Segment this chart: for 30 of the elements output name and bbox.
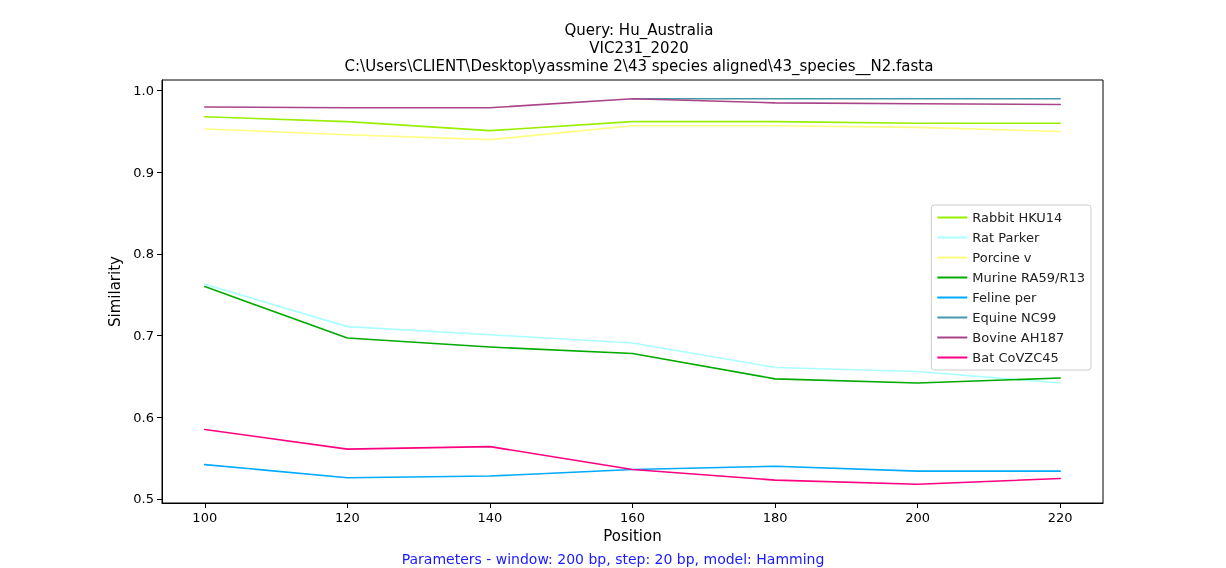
y-tick-label: 1.0	[133, 83, 154, 99]
line-series	[203, 97, 1062, 109]
chart-title: Query: Hu_Australia VIC231_2020 C:\Users\CLIENT\Desktop\yassmine 2\43 species aligned\43_species__N2.fasta	[344, 21, 934, 76]
y-tick-label: 0.8	[133, 246, 154, 262]
x-tick-label: 160	[620, 510, 645, 525]
x-tick-label: 200	[905, 510, 931, 525]
y-tick-label: 0.9	[133, 164, 154, 180]
x-axis-title: Position	[603, 527, 662, 546]
legend-label: Rabbit HKU14	[972, 210, 1063, 225]
legend-label: Bovine AH187	[972, 330, 1065, 345]
x-tick-label: 100	[192, 510, 218, 525]
x-tick-label: 180	[762, 510, 788, 525]
y-tick-label: 0.5	[133, 491, 154, 507]
legend-label: Rat Parker	[972, 230, 1040, 245]
y-tick-label: 0.6	[133, 409, 154, 425]
line-series	[203, 428, 1062, 486]
y-axis-title: Similarity	[105, 255, 124, 327]
x-tick-label: 120	[334, 510, 360, 525]
line-series	[203, 115, 1062, 132]
line-series	[203, 463, 1062, 479]
y-tick-label: 0.7	[133, 328, 154, 344]
legend-label: Porcine v	[972, 250, 1032, 265]
x-tick-label: 220	[1047, 510, 1073, 525]
line-series	[203, 124, 1062, 141]
x-tick-label: 140	[477, 510, 503, 525]
legend-label: Equine NC99	[972, 310, 1057, 325]
text: Parameters - window: 200 bp, step: 20 bp, model: Hamming	[401, 551, 825, 567]
legend-label: Feline per	[972, 290, 1037, 305]
legend-label: Bat CoVZC45	[972, 350, 1059, 365]
legend-label: Murine RA59/R13	[972, 270, 1086, 285]
